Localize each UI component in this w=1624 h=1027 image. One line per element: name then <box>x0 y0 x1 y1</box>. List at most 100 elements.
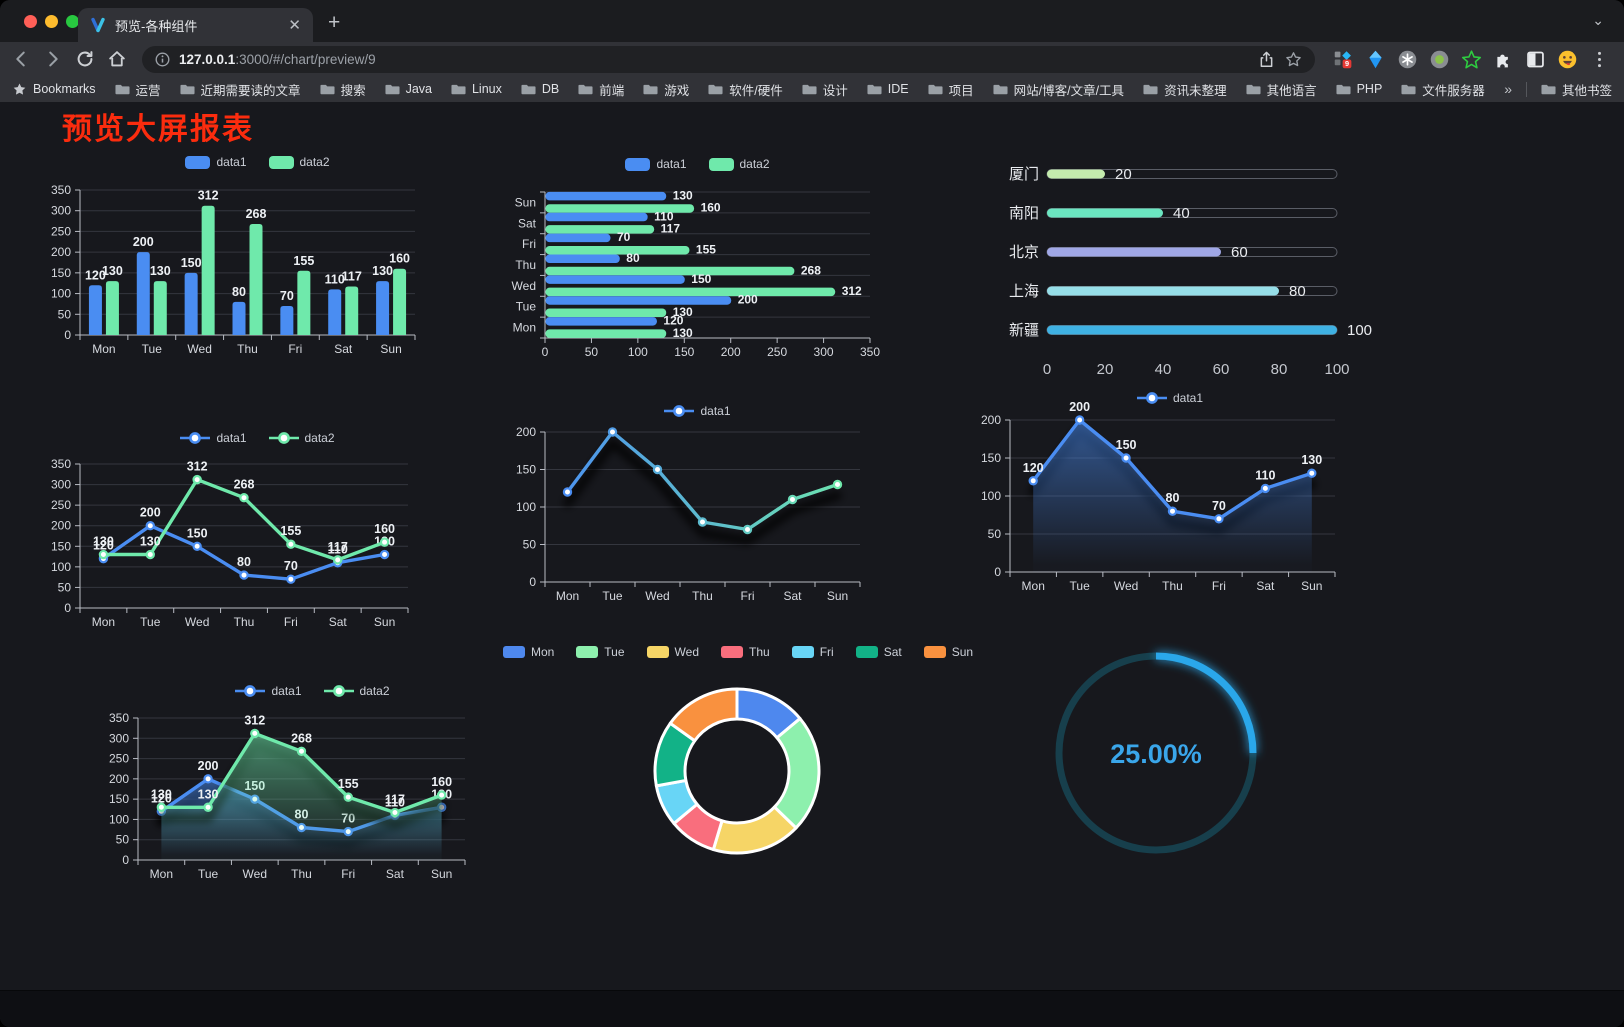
legend-item-Thu[interactable]: Thu <box>721 645 770 659</box>
svg-text:350: 350 <box>51 457 71 471</box>
legend-item-Sat[interactable]: Sat <box>855 645 902 659</box>
emoji-face-icon[interactable] <box>1557 49 1578 70</box>
legend-item-data2[interactable]: data2 <box>268 431 335 445</box>
donut-slice-Wed[interactable] <box>711 805 798 855</box>
svg-text:9: 9 <box>1345 59 1349 68</box>
chart-legend: data1 data2 <box>45 430 470 446</box>
extensions-row: 9 <box>1329 49 1614 70</box>
legend-item-Mon[interactable]: Mon <box>502 645 554 659</box>
legend-item-data1[interactable]: data1 <box>664 404 731 418</box>
legend-item-data2[interactable]: data2 <box>268 155 330 169</box>
bookmark-folder-项目[interactable]: 项目 <box>928 80 974 99</box>
close-window-button[interactable] <box>24 15 37 28</box>
legend-item-data1[interactable]: data1 <box>625 157 687 171</box>
legend-item-data1[interactable]: data1 <box>185 155 247 169</box>
bookmark-folder-软件/硬件[interactable]: 软件/硬件 <box>708 80 783 99</box>
bookmarks-root[interactable]: Bookmarks <box>12 82 96 97</box>
legend-item-Wed[interactable]: Wed <box>646 645 699 659</box>
svg-text:110: 110 <box>328 543 348 557</box>
legend-item-Sun[interactable]: Sun <box>923 645 973 659</box>
svg-text:Wed: Wed <box>185 615 209 629</box>
bookmark-folder-IDE[interactable]: IDE <box>867 80 909 99</box>
folder-icon <box>451 84 466 94</box>
legend-item-data1[interactable]: data1 <box>1136 391 1204 405</box>
legend-label: data1 <box>1172 391 1204 405</box>
chart-gauge: 25.00% <box>1051 648 1261 860</box>
svg-text:130: 130 <box>198 787 219 801</box>
svg-text:Thu: Thu <box>515 258 536 272</box>
svg-text:Thu: Thu <box>234 615 255 629</box>
forward-arrow-icon[interactable] <box>42 48 64 70</box>
bookmark-folder-运营[interactable]: 运营 <box>115 80 161 99</box>
svg-text:100: 100 <box>51 287 71 301</box>
svg-text:Sun: Sun <box>515 195 536 209</box>
new-tab-button[interactable]: + <box>328 11 341 34</box>
svg-text:Wed: Wed <box>187 342 211 356</box>
share-icon[interactable] <box>1257 50 1276 69</box>
svg-text:Fri: Fri <box>284 615 298 629</box>
menu-dots-icon[interactable] <box>1589 49 1610 70</box>
svg-text:0: 0 <box>529 575 536 589</box>
command-circle-icon[interactable] <box>1397 49 1418 70</box>
svg-text:200: 200 <box>140 506 161 520</box>
legend-item-data1[interactable]: data1 <box>180 431 247 445</box>
bookmark-folder-Linux[interactable]: Linux <box>451 80 502 99</box>
svg-text:200: 200 <box>516 425 536 439</box>
svg-text:120: 120 <box>1023 461 1044 475</box>
url-text[interactable]: 127.0.0.1:3000/#/chart/preview/9 <box>179 52 376 67</box>
svg-text:Sat: Sat <box>783 589 802 603</box>
bookmark-star-icon[interactable] <box>1284 50 1303 69</box>
bookmark-folder-游戏[interactable]: 游戏 <box>643 80 689 99</box>
bookmark-folder-近期需要读的文章[interactable]: 近期需要读的文章 <box>180 80 301 99</box>
legend-item-Tue[interactable]: Tue <box>576 645 625 659</box>
svg-text:110: 110 <box>1255 468 1275 482</box>
legend-item-data1[interactable]: data1 <box>235 684 302 698</box>
legend-label: data1 <box>216 155 247 169</box>
bookmark-folder-资讯未整理[interactable]: 资讯未整理 <box>1143 80 1227 99</box>
green-star-icon[interactable] <box>1461 49 1482 70</box>
svg-text:155: 155 <box>293 254 314 268</box>
svg-text:80: 80 <box>1166 491 1180 505</box>
folder-icon <box>1401 84 1416 94</box>
bookmark-folder-PHP[interactable]: PHP <box>1336 80 1382 99</box>
other-bookmarks[interactable]: 其他书签 <box>1541 80 1612 99</box>
grid-diamond-badge-icon[interactable]: 9 <box>1333 49 1354 70</box>
puzzle-icon[interactable] <box>1493 49 1514 70</box>
svg-text:Fri: Fri <box>1212 579 1226 593</box>
bookmark-folder-DB[interactable]: DB <box>521 80 559 99</box>
legend-line-marker <box>180 432 211 444</box>
bookmarks-overflow-chevron[interactable]: » <box>1504 81 1512 97</box>
bookmark-folder-设计[interactable]: 设计 <box>802 80 848 99</box>
bookmarks-list: 运营 近期需要读的文章 搜索 Java Linux DB 前端 游戏 软件/硬件 设计 IDE 项目网… <box>115 80 1485 99</box>
browser-toolbar: 127.0.0.1:3000/#/chart/preview/9 9 <box>0 42 1624 76</box>
tab-overflow-chevron-icon[interactable]: ⌄ <box>1592 12 1604 28</box>
svg-text:130: 130 <box>140 535 161 549</box>
bookmark-folder-文件服务器[interactable]: 文件服务器 <box>1401 80 1485 99</box>
green-dot-circle-icon[interactable] <box>1429 49 1450 70</box>
browser-tab[interactable]: 预览-各种组件 ✕ <box>78 8 313 42</box>
reload-icon[interactable] <box>74 48 96 70</box>
svg-text:Wed: Wed <box>645 589 669 603</box>
address-bar[interactable]: 127.0.0.1:3000/#/chart/preview/9 <box>142 45 1315 73</box>
split-square-icon[interactable] <box>1525 49 1546 70</box>
back-arrow-icon[interactable] <box>10 48 32 70</box>
svg-text:0: 0 <box>994 565 1001 579</box>
info-icon[interactable] <box>154 51 171 68</box>
legend-item-Fri[interactable]: Fri <box>791 645 834 659</box>
fullscreen-window-button[interactable] <box>66 15 79 28</box>
svg-text:150: 150 <box>187 526 208 540</box>
legend-item-data2[interactable]: data2 <box>323 684 390 698</box>
donut-slice-Sun[interactable] <box>668 687 739 743</box>
bookmark-folder-前端[interactable]: 前端 <box>578 80 624 99</box>
bookmark-folder-Java[interactable]: Java <box>385 80 432 99</box>
blue-kite-icon[interactable] <box>1365 49 1386 70</box>
svg-text:300: 300 <box>109 731 129 745</box>
tab-close-icon[interactable]: ✕ <box>288 17 301 34</box>
legend-item-data2[interactable]: data2 <box>708 157 770 171</box>
bookmark-folder-网站/博客/文章/工具[interactable]: 网站/博客/文章/工具 <box>993 80 1124 99</box>
home-icon[interactable] <box>106 48 128 70</box>
minimize-window-button[interactable] <box>45 15 58 28</box>
bookmark-folder-其他语言[interactable]: 其他语言 <box>1246 80 1317 99</box>
svg-text:120: 120 <box>85 268 106 282</box>
bookmark-folder-搜索[interactable]: 搜索 <box>320 80 366 99</box>
